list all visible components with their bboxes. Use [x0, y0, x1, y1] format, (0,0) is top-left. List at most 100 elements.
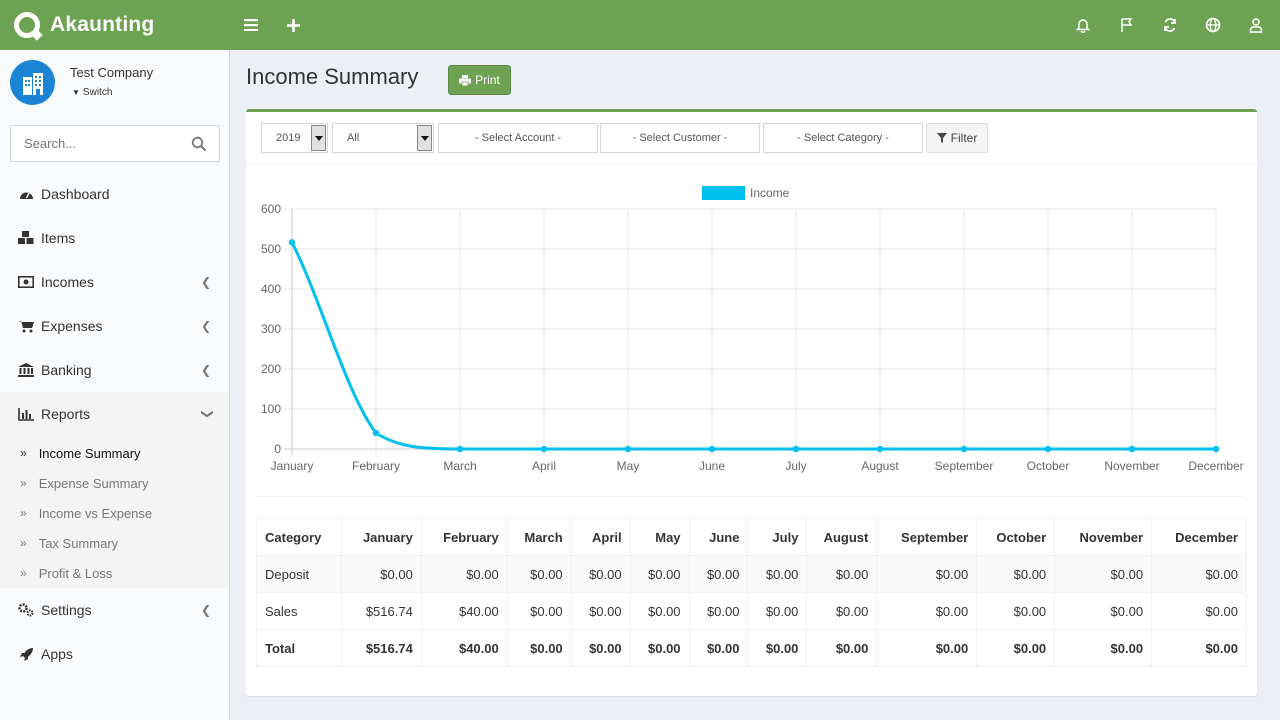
double-chevron-right-icon: »	[20, 536, 27, 550]
y-tick-label: 0	[274, 442, 281, 456]
column-header: January	[340, 518, 422, 556]
sidebar-item-label: Incomes	[41, 274, 94, 290]
bar-chart-icon	[18, 407, 34, 421]
y-tick-label: 200	[261, 362, 281, 376]
y-tick-label: 100	[261, 402, 281, 416]
data-point	[960, 445, 968, 453]
legend-label: Income	[750, 186, 790, 200]
print-label: Print	[475, 73, 500, 87]
x-tick-label: February	[352, 459, 400, 473]
table-cell: $516.74	[340, 592, 422, 630]
table-cell: $0.00	[747, 555, 808, 593]
sidebar-item-incomes[interactable]: Incomes ❮	[0, 260, 229, 304]
print-icon	[459, 74, 472, 86]
cart-icon	[18, 319, 34, 333]
sidebar-item-expenses[interactable]: Expenses ❮	[0, 304, 229, 348]
user-icon	[1249, 18, 1263, 33]
data-point	[540, 445, 548, 453]
column-header: July	[747, 518, 808, 556]
language-button[interactable]	[1195, 0, 1231, 50]
flag-button[interactable]	[1109, 0, 1145, 50]
column-header: Category	[256, 518, 342, 556]
table-cell: $0.00	[570, 592, 631, 630]
table-cell: $0.00	[806, 592, 878, 630]
chevron-left-icon: ❮	[200, 319, 211, 333]
double-chevron-right-icon: »	[20, 446, 27, 460]
table-total-row: Total $516.74 $40.00 $0.00 $0.00 $0.00 $0.00 $0…	[256, 629, 1247, 667]
table-cell: Deposit	[256, 555, 342, 593]
table-cell: $0.00	[976, 592, 1056, 630]
total-cell: $0.00	[1054, 629, 1153, 667]
add-new-button[interactable]	[275, 0, 311, 50]
y-tick-label: 300	[261, 322, 281, 336]
search-icon[interactable]	[191, 136, 207, 152]
customer-select[interactable]: - Select Customer -	[600, 123, 760, 153]
total-cell: $0.00	[876, 629, 978, 667]
column-header: March	[506, 518, 572, 556]
submenu-item-label: Income Summary	[38, 445, 141, 461]
x-tick-label: June	[699, 459, 725, 473]
brand[interactable]: Akaunting	[0, 0, 230, 50]
year-select-value: 2019	[276, 132, 301, 144]
submenu-item-profit-loss[interactable]: » Profit & Loss	[0, 558, 229, 588]
submenu-item-income-summary[interactable]: » Income Summary	[0, 438, 229, 468]
x-tick-label: October	[1027, 459, 1070, 473]
sidebar-item-apps[interactable]: Apps	[0, 632, 229, 676]
double-chevron-right-icon: »	[20, 566, 27, 580]
category-select[interactable]: - Select Category -	[763, 123, 923, 153]
y-tick-label: 500	[261, 242, 281, 256]
submenu-item-label: Tax Summary	[38, 535, 119, 551]
rocket-icon	[18, 647, 34, 661]
filter-bar: 2019 All - Select Account - - Select Cus…	[246, 112, 1257, 165]
divider	[256, 496, 1246, 497]
table-cell: $0.00	[340, 555, 422, 593]
column-header: December	[1151, 518, 1247, 556]
submenu-item-tax-summary[interactable]: » Tax Summary	[0, 528, 229, 558]
data-point	[708, 445, 716, 453]
table-cell: $0.00	[1054, 555, 1153, 593]
print-button[interactable]: Print	[448, 65, 511, 95]
sidebar-toggle-button[interactable]	[233, 0, 269, 50]
refresh-icon	[1164, 18, 1176, 32]
akaunting-logo-icon	[14, 12, 40, 38]
user-menu-button[interactable]	[1238, 0, 1274, 50]
bars-icon	[244, 19, 258, 31]
submenu-item-label: Expense Summary	[38, 475, 149, 491]
year-select[interactable]: 2019	[261, 123, 328, 153]
table-cell: $40.00	[420, 592, 508, 630]
y-tick-label: 600	[261, 202, 281, 216]
top-navbar: Akaunting	[0, 0, 1280, 50]
total-cell: $0.00	[688, 629, 749, 667]
sidebar-item-dashboard[interactable]: Dashboard	[0, 172, 229, 216]
submenu-item-expense-summary[interactable]: » Expense Summary	[0, 468, 229, 498]
search-input[interactable]	[11, 126, 181, 161]
column-header: November	[1054, 518, 1153, 556]
sidebar-item-reports[interactable]: Reports ❮	[0, 392, 229, 436]
sidebar-item-items[interactable]: Items	[0, 216, 229, 260]
sidebar-search	[10, 125, 220, 162]
filter-button[interactable]: Filter	[926, 123, 988, 153]
account-select-value: - Select Account -	[474, 132, 562, 144]
table-cell: $0.00	[688, 555, 749, 593]
sidebar-nav: Dashboard Items Incomes ❮ Expenses ❮ Ban…	[0, 172, 229, 676]
notifications-button[interactable]	[1065, 0, 1101, 50]
x-tick-label: December	[1188, 459, 1243, 473]
bank-icon	[18, 363, 34, 377]
table-cell: $0.00	[629, 555, 690, 593]
sidebar-item-settings[interactable]: Settings ❮	[0, 588, 229, 632]
x-tick-label: March	[443, 459, 476, 473]
account-select[interactable]: - Select Account -	[438, 123, 598, 153]
data-point	[624, 445, 632, 453]
income-series-line	[290, 241, 1216, 451]
status-select[interactable]: All	[332, 123, 434, 153]
chevron-down-icon: ❮	[198, 408, 213, 420]
submenu-item-income-vs-expense[interactable]: » Income vs Expense	[0, 498, 229, 528]
sidebar-item-banking[interactable]: Banking ❮	[0, 348, 229, 392]
legend-swatch	[702, 186, 745, 200]
total-cell: $0.00	[570, 629, 631, 667]
company-switch-link[interactable]: ▼ Switch	[72, 87, 112, 98]
sidebar-item-label: Banking	[41, 362, 92, 378]
data-point	[792, 445, 800, 453]
total-cell: Total	[256, 629, 342, 667]
refresh-button[interactable]	[1152, 0, 1188, 50]
